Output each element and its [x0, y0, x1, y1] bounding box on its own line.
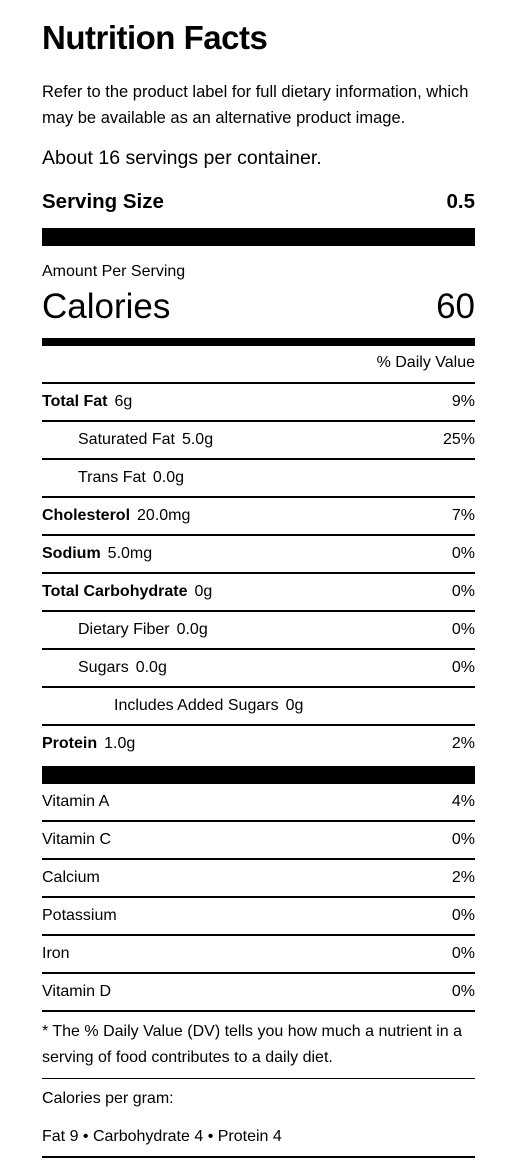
nutrient-daily-value: 0%	[451, 545, 475, 562]
vitamin-name: Potassium	[42, 907, 117, 924]
nutrient-amount: 6g	[114, 393, 133, 410]
nutrient-row-added-sugars: Includes Added Sugars 0g	[42, 688, 475, 726]
vitamin-daily-value: 0%	[451, 907, 475, 924]
vitamin-daily-value: 0%	[451, 831, 475, 848]
vitamin-daily-value: 0%	[451, 983, 475, 1000]
nutrient-amount: 1.0g	[104, 735, 136, 752]
vitamin-row-vitamin-c: Vitamin C 0%	[42, 822, 475, 860]
calories-per-gram-label: Calories per gram:	[42, 1090, 174, 1107]
vitamin-name: Vitamin D	[42, 983, 112, 1000]
nutrient-row-sodium: Sodium 5.0mg 0%	[42, 536, 475, 574]
vitamin-name: Calcium	[42, 869, 100, 886]
vitamin-daily-value: 4%	[451, 793, 475, 810]
nutrient-amount: 20.0mg	[137, 507, 191, 524]
serving-size-row: Serving Size 0.5	[42, 187, 475, 217]
nutrient-daily-value: 0%	[451, 621, 475, 638]
nutrient-name: Protein	[42, 735, 98, 752]
nutrition-facts-title: Nutrition Facts	[42, 19, 268, 56]
vitamin-row-vitamin-d: Vitamin D 0%	[42, 974, 475, 1012]
vitamin-row-calcium: Calcium 2%	[42, 860, 475, 898]
nutrient-name: Saturated Fat	[78, 431, 175, 448]
calories-per-gram-values: Fat 9 • Carbohydrate 4 • Protein 4	[42, 1127, 475, 1158]
nutrient-name: Total Carbohydrate	[42, 583, 188, 600]
vitamins-divider	[42, 766, 475, 784]
nutrient-row-total-carbohydrate: Total Carbohydrate 0g 0%	[42, 574, 475, 612]
nutrient-name: Includes Added Sugars	[114, 697, 279, 714]
nutrient-amount: 0.0g	[135, 659, 167, 676]
nutrient-name: Sodium	[42, 545, 101, 562]
thick-divider	[42, 228, 475, 246]
servings-per-container: About 16 servings per container.	[42, 147, 322, 169]
nutrient-name: Dietary Fiber	[78, 621, 170, 638]
vitamin-name: Iron	[42, 945, 70, 962]
vitamin-name: Vitamin A	[42, 793, 110, 810]
nutrient-daily-value: 0%	[451, 659, 475, 676]
nutrient-row-saturated-fat: Saturated Fat 5.0g 25%	[42, 422, 475, 460]
nutrient-amount: 0g	[285, 697, 304, 714]
nutrient-daily-value: 2%	[451, 735, 475, 752]
nutrient-daily-value: 0%	[451, 583, 475, 600]
nutrient-daily-value: 25%	[442, 431, 475, 448]
nutrient-row-sugars: Sugars 0.0g 0%	[42, 650, 475, 688]
nutrient-row-trans-fat: Trans Fat 0.0g	[42, 460, 475, 498]
serving-size-label: Serving Size	[42, 190, 164, 213]
vitamin-name: Vitamin C	[42, 831, 112, 848]
nutrient-row-cholesterol: Cholesterol 20.0mg 7%	[42, 498, 475, 536]
nutrient-name: Trans Fat	[78, 469, 146, 486]
serving-size-value: 0.5	[446, 190, 476, 213]
nutrient-row-dietary-fiber: Dietary Fiber 0.0g 0%	[42, 612, 475, 650]
nutrient-amount: 0.0g	[152, 469, 185, 486]
nutrient-row-total-fat: Total Fat 6g 9%	[42, 384, 475, 422]
nutrient-name: Cholesterol	[42, 507, 131, 524]
nutrient-daily-value: 9%	[451, 393, 475, 410]
daily-value-footnote: * The % Daily Value (DV) tells you how m…	[42, 1012, 475, 1079]
calories-row: Calories 60	[42, 286, 475, 328]
medium-divider	[42, 338, 475, 346]
vitamin-row-vitamin-a: Vitamin A 4%	[42, 784, 475, 822]
calories-value: 60	[436, 287, 475, 326]
amount-per-serving: Amount Per Serving	[42, 263, 186, 280]
dietary-disclaimer: Refer to the product label for full diet…	[42, 83, 469, 127]
nutrient-name: Sugars	[78, 659, 129, 676]
calories-label: Calories	[42, 287, 171, 326]
vitamin-daily-value: 2%	[451, 869, 475, 886]
nutrition-facts-panel: Nutrition Facts Refer to the product lab…	[42, 0, 475, 1158]
vitamin-daily-value: 0%	[451, 945, 475, 962]
nutrient-amount: 0.0g	[176, 621, 208, 638]
nutrient-amount: 5.0g	[181, 431, 214, 448]
nutrient-name: Total Fat	[42, 393, 108, 410]
nutrient-amount: 5.0mg	[107, 545, 153, 562]
nutrient-row-protein: Protein 1.0g 2%	[42, 726, 475, 762]
vitamin-row-iron: Iron 0%	[42, 936, 475, 974]
vitamin-row-potassium: Potassium 0%	[42, 898, 475, 936]
nutrient-daily-value: 7%	[451, 507, 475, 524]
nutrient-amount: 0g	[194, 583, 213, 600]
daily-value-header: % Daily Value	[42, 346, 475, 384]
